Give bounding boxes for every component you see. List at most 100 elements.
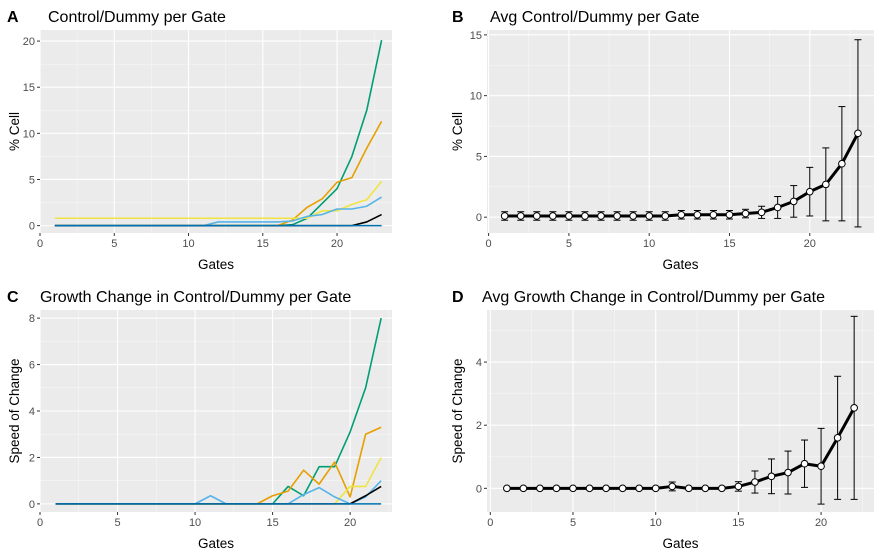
y-tick-label: 2 — [476, 420, 482, 432]
y-tick-label: 10 — [470, 91, 482, 103]
panel-tag: D — [452, 289, 464, 306]
mean-point — [661, 212, 670, 220]
mean-point — [684, 484, 693, 493]
mean-point — [709, 210, 718, 219]
mean-point — [565, 212, 573, 220]
y-tick-label: 5 — [476, 151, 482, 163]
mean-point — [503, 484, 511, 493]
x-tick-label: 0 — [37, 517, 43, 529]
mean-point — [500, 212, 509, 220]
x-tick-label: 20 — [804, 238, 816, 250]
panel-title: Control/Dummy per Gate — [48, 9, 226, 26]
mean-point — [552, 484, 561, 493]
mean-point — [645, 212, 653, 220]
x-tick-label: 20 — [331, 238, 343, 250]
y-axis-label: % Cell — [450, 112, 465, 151]
x-tick-label: 5 — [570, 517, 576, 529]
mean-point — [549, 212, 557, 220]
x-tick-label: 15 — [723, 238, 735, 250]
y-tick-label: 15 — [470, 30, 482, 42]
panel-d: 0 5 10 15 20 0 2 4 Gates Speed of Change D Avg Grow… — [450, 289, 874, 551]
x-tick-label: 5 — [566, 238, 572, 250]
data-layer — [55, 317, 382, 505]
y-tick-label: 0 — [476, 212, 482, 224]
data-layer — [503, 315, 858, 505]
panel-title: Avg Growth Change in Control/Dummy per G… — [482, 289, 825, 306]
x-tick-label: 10 — [650, 517, 662, 529]
mean-point — [635, 484, 643, 493]
y-tick-label: 2 — [29, 452, 35, 464]
x-tick-label: 5 — [114, 517, 120, 529]
mean-point — [536, 484, 544, 493]
mean-point — [850, 404, 858, 412]
y-axis-label: Speed of Change — [450, 358, 465, 463]
x-tick-label: 10 — [643, 238, 655, 250]
y-tick-label: 6 — [29, 360, 35, 372]
mean-point — [701, 484, 710, 493]
mean-point — [789, 197, 798, 206]
y-axis-label: Speed of Change — [7, 358, 22, 463]
x-tick-label: 5 — [111, 238, 117, 250]
y-tick-label: 0 — [476, 483, 482, 495]
mean-point — [629, 212, 637, 220]
mean-point — [741, 209, 750, 218]
mean-point — [725, 210, 734, 219]
panel-tag: A — [7, 9, 19, 26]
mean-point — [597, 212, 605, 220]
y-tick-label: 4 — [476, 357, 482, 369]
mean-point — [833, 434, 842, 442]
series-line-3 — [54, 180, 383, 220]
mean-point — [519, 484, 528, 493]
y-axis-label: % Cell — [7, 112, 22, 151]
x-axis-label: Gates — [198, 257, 234, 272]
x-tick-label: 10 — [182, 238, 194, 250]
mean-point — [784, 468, 792, 477]
mean-point — [822, 180, 830, 189]
x-tick-label: 15 — [266, 517, 278, 529]
mean-point — [532, 212, 541, 220]
x-tick-label: 0 — [37, 238, 43, 250]
mean-point — [668, 482, 677, 491]
x-axis-label: Gates — [662, 257, 698, 272]
mean-point — [613, 212, 621, 220]
mean-line — [506, 407, 856, 490]
mean-point — [838, 159, 846, 168]
panel-b: 0 5 10 15 20 0 5 10 15 Gates % Cell B Avg Control/Du… — [450, 9, 874, 272]
y-tick-label: 4 — [29, 406, 35, 418]
panel-title: Growth Change in Control/Dummy per Gate — [40, 289, 351, 306]
x-tick-label: 20 — [344, 517, 356, 529]
data-layer — [500, 39, 862, 228]
y-tick-label: 5 — [29, 174, 35, 186]
x-tick-label: 10 — [189, 517, 201, 529]
mean-point — [751, 478, 759, 486]
mean-point — [618, 484, 627, 493]
mean-point — [581, 212, 589, 220]
x-tick-label: 20 — [815, 517, 827, 529]
y-tick-label: 0 — [29, 221, 35, 233]
x-axis-label: Gates — [662, 536, 698, 551]
mean-point — [767, 472, 776, 481]
y-tick-label: 0 — [29, 499, 35, 511]
mean-point — [757, 208, 766, 217]
x-axis-label: Gates — [198, 536, 234, 551]
mean-point — [718, 484, 726, 493]
plot-background — [487, 310, 874, 512]
data-layer — [54, 39, 383, 227]
plot-background — [40, 30, 392, 233]
y-tick-label: 15 — [23, 82, 35, 94]
panel-c: 0 5 10 15 20 0 2 4 6 8 Gates Speed of Change C Growth… — [7, 289, 392, 551]
mean-point — [817, 462, 825, 471]
mean-point — [854, 129, 862, 138]
mean-point — [693, 210, 702, 219]
plot-background — [487, 30, 874, 233]
panel-tag: C — [7, 289, 19, 306]
x-tick-label: 0 — [486, 238, 492, 250]
panel-tag: B — [452, 9, 464, 26]
panel-title: Avg Control/Dummy per Gate — [490, 9, 700, 26]
mean-point — [734, 482, 743, 491]
y-tick-label: 8 — [29, 313, 35, 325]
mean-point — [677, 210, 686, 219]
x-tick-label: 15 — [732, 517, 744, 529]
panel-a: 0 5 10 15 20 0 5 10 15 20 Gates % Cell A Control/Dumm… — [7, 9, 392, 272]
